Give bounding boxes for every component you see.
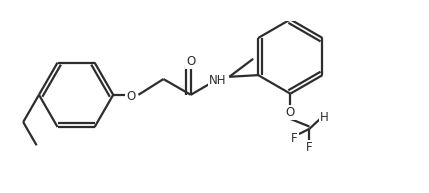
Text: NH: NH (209, 74, 227, 87)
Text: O: O (286, 106, 295, 119)
Text: H: H (320, 111, 329, 124)
Text: O: O (186, 55, 195, 68)
Text: F: F (306, 141, 313, 154)
Text: F: F (291, 132, 298, 146)
Text: O: O (126, 90, 135, 103)
